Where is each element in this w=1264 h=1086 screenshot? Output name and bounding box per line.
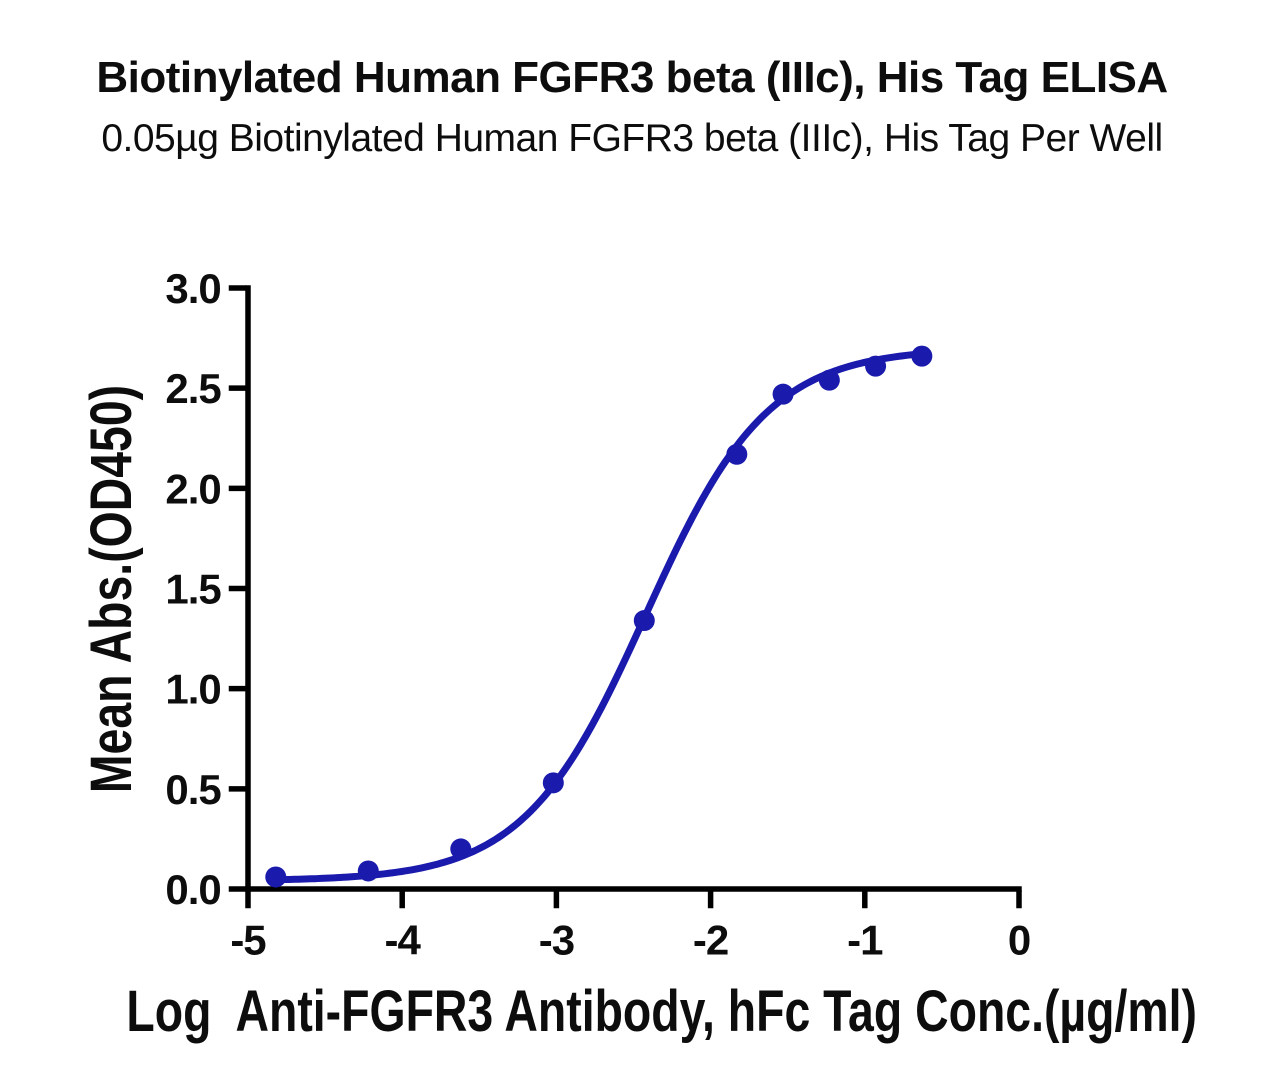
- data-point: [911, 345, 933, 367]
- y-tick-label: 0.5: [165, 766, 221, 813]
- y-tick-label: 2.5: [165, 365, 221, 412]
- data-point: [633, 610, 655, 632]
- data-point: [726, 443, 748, 465]
- chart-subtitle: 0.05µg Biotinylated Human FGFR3 beta (II…: [101, 117, 1163, 160]
- chart-title: Biotinylated Human FGFR3 beta (IIIc), Hi…: [96, 53, 1168, 102]
- y-tick-label: 2.0: [165, 465, 220, 512]
- data-point: [818, 369, 840, 391]
- x-tick-label: -2: [693, 916, 728, 963]
- x-axis-title: Log Anti-FGFR3 Antibody, hFc Tag Conc.(µ…: [126, 979, 1197, 1044]
- y-tick-label: 1.0: [165, 666, 220, 713]
- data-point: [357, 860, 379, 882]
- x-tick-label: -1: [847, 916, 883, 963]
- data-point: [542, 772, 564, 794]
- data-point: [450, 838, 472, 860]
- data-point: [865, 355, 887, 377]
- x-tick-label: -4: [385, 916, 422, 963]
- y-tick-label: 0.0: [165, 866, 220, 913]
- y-tick-label: 1.5: [165, 566, 221, 613]
- x-tick-label: -3: [539, 916, 574, 963]
- x-tick-label: 0: [1008, 916, 1030, 963]
- y-tick-label: 3.0: [165, 265, 220, 312]
- x-tick-label: -5: [230, 916, 266, 963]
- data-point: [772, 383, 794, 405]
- fit-curve: [272, 350, 926, 884]
- data-point: [265, 866, 287, 888]
